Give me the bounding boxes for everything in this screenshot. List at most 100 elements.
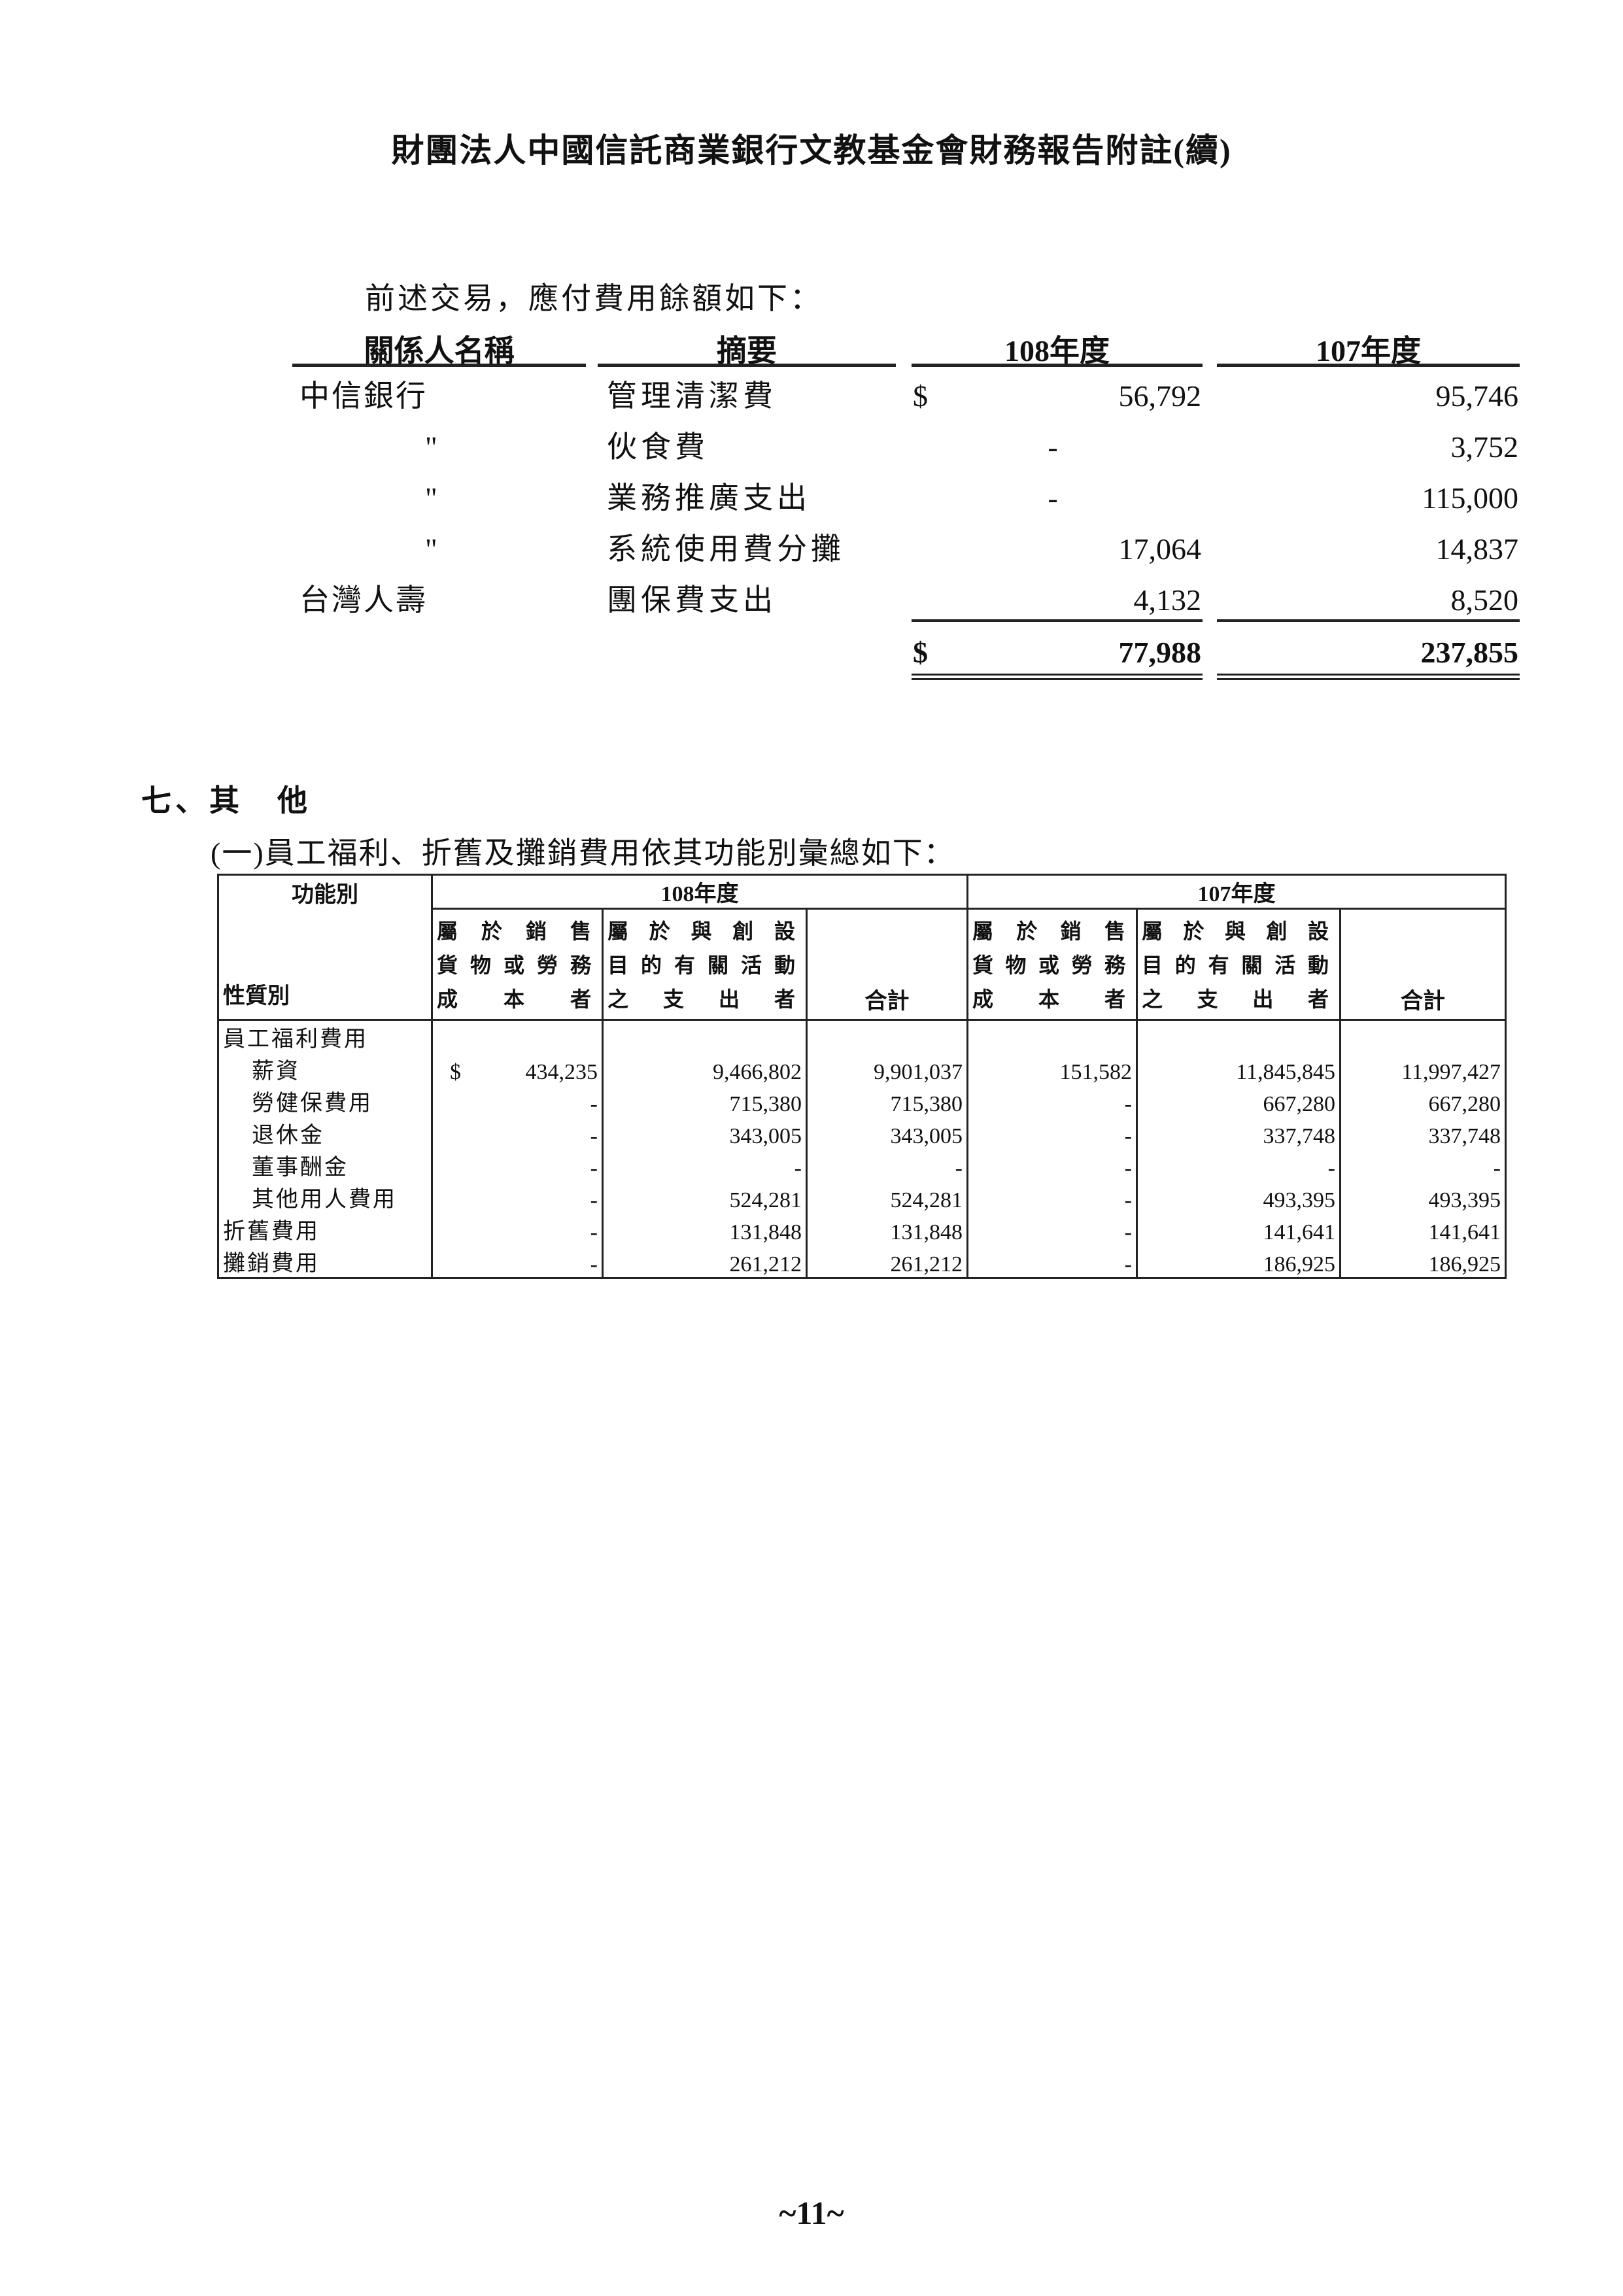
value-cell: 343,005 (806, 1117, 968, 1149)
value-cell: 186,925 (1339, 1245, 1507, 1279)
payables-intro: 前述交易，應付費用餘額如下： (365, 282, 823, 315)
value: 343,005 (729, 1124, 802, 1148)
value: 337,748 (1263, 1124, 1336, 1148)
row-label: 員工福利費用 (217, 1019, 433, 1053)
value-cell: 493,395 (1136, 1181, 1341, 1213)
row-label: 董事酬金 (217, 1149, 433, 1181)
value-cell: 11,997,427 (1339, 1053, 1507, 1085)
value-cell: 715,380 (806, 1085, 968, 1117)
value: - (1124, 1124, 1132, 1148)
value-cell: - (1136, 1149, 1341, 1181)
value-cell: 9,466,802 (602, 1053, 808, 1085)
value: 524,281 (890, 1188, 963, 1212)
subtotal-line (1217, 619, 1520, 622)
row-label: 勞健保費用 (217, 1085, 433, 1117)
amount-108: - (1048, 481, 1058, 515)
amount-107: 8,520 (1450, 583, 1519, 617)
value-cell: 667,280 (1136, 1085, 1341, 1117)
value-cell: 337,748 (1339, 1117, 1507, 1149)
column-header-line: 成本者 (972, 987, 1132, 1011)
row-label: 退休金 (217, 1117, 433, 1149)
table-row: 董事酬金 - - - - - - (217, 1149, 1507, 1181)
year-header: 107年度 (966, 874, 1507, 910)
payables-header: 關係人名稱 (364, 334, 515, 368)
table-row: 退休金 - 343,005 343,005 - 337,748 337,748 (217, 1117, 1507, 1149)
value: 261,212 (729, 1252, 802, 1277)
value: 131,848 (890, 1220, 963, 1244)
value: 343,005 (890, 1124, 963, 1148)
corner-nature: 性質別 (217, 908, 433, 1021)
amount-107: 95,746 (1435, 379, 1519, 413)
empty-cell (1136, 1019, 1341, 1053)
currency-symbol: $ (450, 1060, 461, 1084)
page-title: 財團法人中國信託商業銀行文教基金會財務報告附註(續) (391, 132, 1232, 169)
column-header-line: 成本者 (437, 987, 598, 1011)
value: 186,925 (1263, 1252, 1336, 1277)
value: 715,380 (729, 1092, 802, 1116)
value-cell: 337,748 (1136, 1117, 1341, 1149)
value: 141,641 (1263, 1220, 1336, 1244)
total-double-line (1217, 674, 1520, 680)
value-cell: 151,582 (966, 1053, 1138, 1085)
payables-header: 摘要 (717, 334, 777, 368)
value: - (1124, 1092, 1132, 1116)
value: 261,212 (890, 1252, 963, 1277)
amount-108: 17,064 (1118, 532, 1202, 566)
value: - (1124, 1252, 1132, 1277)
column-header-line: 目的有關活動 (1142, 953, 1335, 977)
value-cell: 186,925 (1136, 1245, 1341, 1279)
value: - (590, 1188, 598, 1212)
value: - (590, 1124, 598, 1148)
table-row: 其他用人費用 - 524,281 524,281 - 493,395 493,395 (217, 1181, 1507, 1213)
value-cell: - (806, 1149, 968, 1181)
payables-header: 107年度 (1316, 334, 1421, 368)
description: 管理清潔費 (607, 379, 777, 413)
empty-cell (966, 1019, 1138, 1053)
section-subheading: (一)員工福利、折舊及攤銷費用依其功能別彙總如下： (211, 836, 955, 870)
value-cell: $434,235 (431, 1053, 604, 1085)
subtotal-line (912, 619, 1203, 622)
value-cell: - (431, 1117, 604, 1149)
total-double-line (912, 674, 1203, 680)
value-cell: 141,641 (1339, 1213, 1507, 1245)
value: 715,380 (890, 1092, 963, 1116)
description: 系統使用費分攤 (607, 532, 845, 566)
amount-108: - (1048, 430, 1058, 464)
value-cell: 524,281 (602, 1181, 808, 1213)
value-cell: 715,380 (602, 1085, 808, 1117)
value-cell: 9,901,037 (806, 1053, 968, 1085)
value: 337,748 (1428, 1124, 1501, 1148)
header-underline (598, 364, 896, 367)
value-cell: 11,845,845 (1136, 1053, 1341, 1085)
value: 11,997,427 (1401, 1060, 1501, 1084)
value-cell: - (966, 1085, 1138, 1117)
value: 493,395 (1263, 1188, 1336, 1212)
group-row: 員工福利費用 (217, 1019, 1507, 1053)
amount-107: 115,000 (1422, 481, 1518, 515)
value-cell: 493,395 (1339, 1181, 1507, 1213)
expense-table: 功能別 108年度 107年度 性質別 屬於銷售 貨物或勞務 成本者 屬於與創設 目的有關活動之… (217, 874, 1507, 1279)
table-row: 薪資 $434,235 9,466,802 9,901,037 151,582 11,84… (217, 1053, 1507, 1085)
empty-cell (431, 1019, 604, 1053)
value-cell: - (966, 1181, 1138, 1213)
empty-cell (1339, 1019, 1507, 1053)
description: 團保費支出 (607, 583, 777, 617)
value: - (1124, 1220, 1132, 1244)
column-header-line: 屬於銷售 (437, 919, 598, 943)
value: - (590, 1220, 598, 1244)
column-header-total: 合計 (806, 908, 968, 1021)
value: 151,582 (1059, 1060, 1133, 1084)
column-header: 屬於與創設 目的有關活動 之支出者 (602, 908, 808, 1021)
section-heading: 七、其 他 (141, 784, 311, 817)
value-cell: - (966, 1245, 1138, 1279)
column-header: 屬於與創設 目的有關活動 之支出者 (1136, 908, 1341, 1021)
amount-107: 3,752 (1450, 430, 1519, 464)
description: 業務推廣支出 (607, 481, 811, 515)
row-label: 攤銷費用 (217, 1245, 433, 1279)
year-header: 108年度 (431, 874, 968, 910)
header-underline (1217, 364, 1520, 367)
value: 141,641 (1428, 1220, 1501, 1244)
page-number: ~11~ (779, 2195, 844, 2231)
value: 9,901,037 (874, 1060, 963, 1084)
header-underline (912, 364, 1203, 367)
